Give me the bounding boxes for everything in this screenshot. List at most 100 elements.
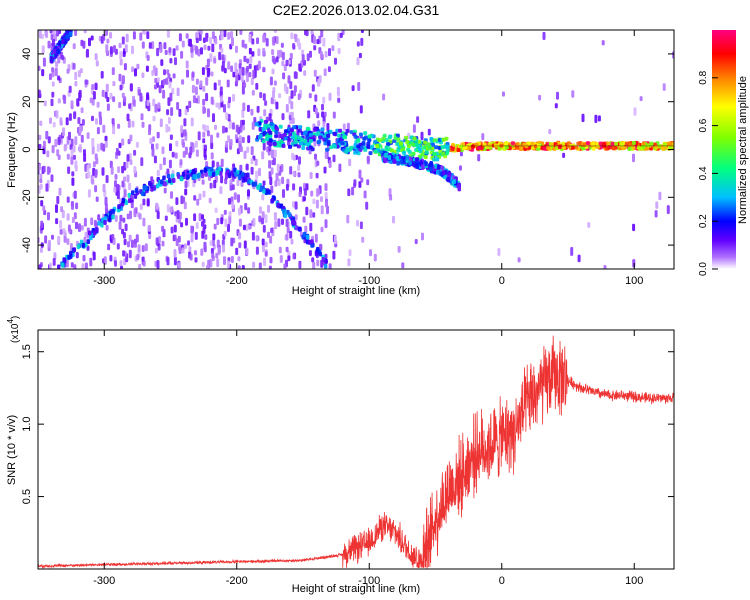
spectrogram-cell [95,157,99,165]
spectrogram-cell [71,201,74,210]
spectrogram-cell [194,250,197,256]
spectrogram-cell [39,247,43,253]
spectrogram-cell [408,160,412,166]
spectrogram-cell [314,233,318,243]
spectrogram-cell [212,113,215,123]
spectrogram-cell [201,179,205,185]
spectrogram-cell [234,171,238,177]
spectrogram-cell [308,250,312,257]
spectrogram-cell [159,118,163,128]
spectrogram-cell [189,38,192,47]
spectrogram-cell [173,256,177,266]
spectrogram-cell [278,143,283,148]
spectrogram-cell [143,30,147,35]
spectrogram-cell [471,144,475,149]
spectrogram-cell [211,172,216,177]
spectrogram-cell [130,239,134,248]
spectrogram-cell [51,145,55,154]
spectrogram-cell [224,178,228,185]
spectrogram-cell [581,113,585,123]
spectrogram-cell [210,96,214,105]
spectrogram-cell [321,103,324,111]
spectrogram-cell [231,184,235,191]
spectrogram-cell [46,166,50,175]
spectrogram-cell [83,153,87,162]
spectrogram-cell [313,127,318,132]
spectrogram-cell [654,210,658,218]
spectrogram-cell [176,102,180,110]
spectrogram-cell [103,256,107,265]
spectrogram-cell [122,250,126,257]
spectrogram-cell [363,131,368,136]
spectrogram-cell [598,141,603,146]
spectrogram-y-tick-label: 20 [21,96,33,108]
spectrogram-cell [75,202,79,210]
spectrogram-cell [322,121,326,128]
colorbar-tick-label: 0.4 [698,166,709,180]
spectrogram-cell [298,136,302,141]
colorbar-ticks: 0.0 0.2 0.4 0.6 0.8 [698,70,718,276]
spectrogram-cell [443,174,447,180]
spectrogram-cell [310,190,314,197]
spectrogram-cell [269,256,273,264]
spectrogram-cell [261,217,264,225]
spectrogram-cell [103,220,107,225]
spectrogram-cell [269,235,273,244]
spectrogram-cell [175,45,179,51]
spectrogram-cell [86,132,90,139]
spectrogram-cell [663,142,668,147]
spectrogram-cell [417,154,422,159]
spectrogram-cell [228,96,231,104]
spectrogram-cell [87,171,91,179]
spectrogram-cell [586,141,590,146]
spectrogram-cell [326,133,331,138]
spectrogram-cell [112,81,116,87]
spectrogram-cell [172,73,176,79]
spectrogram-cell [256,105,260,113]
spectrogram-cell [124,223,128,232]
spectrogram-cell [100,142,104,151]
spectrogram-cell [141,256,145,262]
spectrogram-cell [320,196,323,203]
spectrogram-cell [383,157,387,163]
spectrogram-cell [452,179,457,184]
spectrogram-cell [324,200,328,208]
spectrogram-cell [169,134,173,140]
spectrogram-cell [261,139,266,144]
spectrogram-cell [361,236,365,243]
spectrogram-cell [219,186,223,195]
spectrogram-cell [134,68,137,77]
spectrogram-y-tick-label: -40 [21,237,33,253]
spectrogram-cell [412,136,417,141]
spectrogram-cell [219,86,223,95]
spectrogram-cell [270,197,275,203]
spectrogram-cell [105,44,109,54]
colorbar: 0.0 0.2 0.4 0.6 0.8 Normalized spectral ampl… [698,30,749,276]
spectrogram-cell [89,97,93,104]
spectrogram-cell [298,125,303,130]
spectrogram-cell [247,224,251,230]
spectrogram-cell [191,71,195,78]
spectrogram-cell [283,64,287,72]
spectrogram-x-tick-label: 100 [625,275,643,287]
spectrogram-cell [42,140,46,149]
spectrogram-cell [337,97,341,103]
spectrogram-cell [360,37,364,46]
spectrogram-cell [248,33,252,43]
spectrogram-x-tick-label: 0 [499,275,505,287]
spectrogram-cell [358,169,362,179]
spectrogram-cell [328,48,331,57]
spectrogram-cell [178,262,181,269]
spectrogram-cell [182,141,185,148]
snr-x-tick-label: 0 [499,575,505,587]
spectrogram-cell [213,179,217,189]
spectrogram-cell [175,197,179,205]
spectrogram-cell [155,143,159,150]
spectrogram-cell [507,146,512,151]
spectrogram-cell [459,144,464,149]
spectrogram-cell [459,165,462,171]
spectrogram-cell [273,99,277,105]
spectrogram-cell [259,206,262,214]
spectrogram-cell [40,220,44,228]
